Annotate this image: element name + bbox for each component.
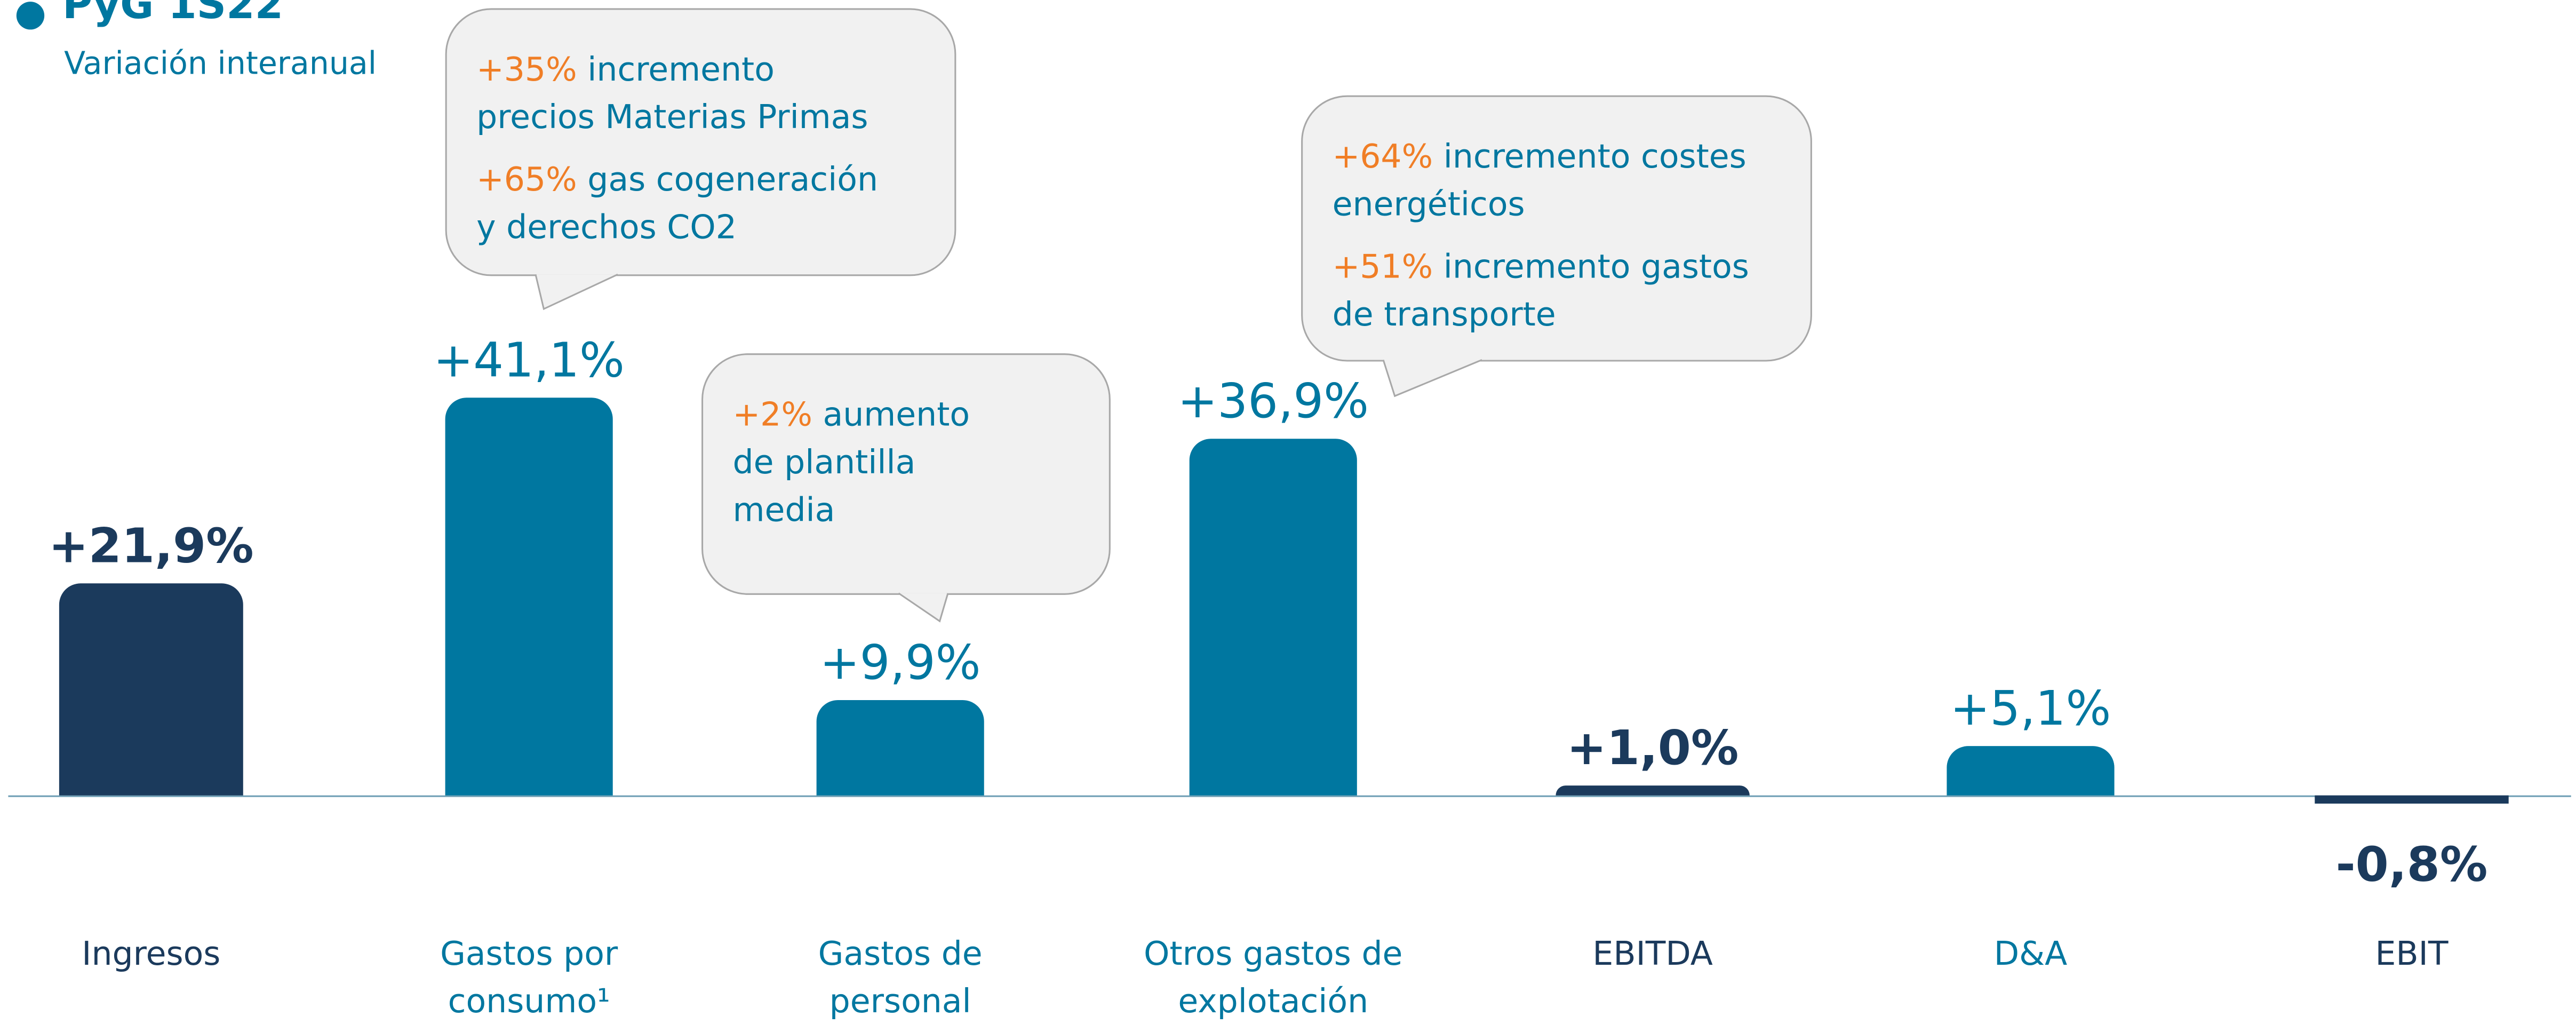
callout-item: +35% incremento precios Materias Primas bbox=[476, 46, 887, 141]
value-label: +21,9% bbox=[48, 518, 254, 574]
baseline bbox=[8, 795, 2571, 797]
callout-text: incremento precios Materias Primas bbox=[476, 49, 868, 137]
callout-highlight: +51% bbox=[1332, 246, 1433, 286]
value-label: +1,0% bbox=[1566, 720, 1739, 776]
bar bbox=[1947, 746, 2115, 796]
value-label: -0,8% bbox=[2335, 836, 2488, 892]
callout-text: gas cogeneración y derechos CO2 bbox=[476, 159, 879, 247]
category-label: Otros gastos de explotación bbox=[1144, 933, 1403, 1021]
callout: +2% aumento de plantilla media bbox=[701, 353, 1111, 595]
callout: +64% incremento costes energéticos +51% i… bbox=[1301, 95, 1812, 362]
callout-highlight: +2% bbox=[732, 394, 812, 434]
callout-item: +51% incremento gastos de transporte bbox=[1333, 243, 1760, 339]
category-label: Ingresos bbox=[82, 933, 221, 973]
value-label: +9,9% bbox=[819, 633, 981, 690]
category-label: Gastos por consumo¹ bbox=[440, 933, 618, 1021]
callout-item: +64% incremento costes energéticos bbox=[1333, 133, 1760, 228]
callout-text: incremento gastos de transporte bbox=[1332, 246, 1749, 334]
callout-tail bbox=[898, 588, 949, 623]
chart-subtitle: Variación interanual bbox=[64, 46, 377, 82]
chart-title: PyG 1S22 bbox=[62, 0, 284, 28]
bar bbox=[1189, 438, 1357, 796]
bar bbox=[445, 398, 613, 796]
callout-highlight: +35% bbox=[476, 49, 577, 89]
value-label: +5,1% bbox=[1950, 680, 2111, 736]
callout-highlight: +64% bbox=[1332, 136, 1433, 176]
category-label: EBIT bbox=[2375, 933, 2449, 973]
value-label: +41,1% bbox=[433, 332, 625, 388]
bar bbox=[59, 583, 243, 796]
callout-item: +65% gas cogeneración y derechos CO2 bbox=[476, 156, 887, 252]
callout-text: aumento de plantilla media bbox=[732, 394, 970, 529]
callout-tail bbox=[1382, 355, 1482, 398]
tail-shape bbox=[535, 273, 618, 311]
callout-item: +2% aumento de plantilla media bbox=[733, 391, 1012, 534]
tail-shape bbox=[898, 592, 949, 623]
value-label: +36,9% bbox=[1177, 372, 1369, 428]
bar bbox=[816, 700, 984, 796]
category-label: D&A bbox=[1993, 933, 2068, 973]
callout: +35% incremento precios Materias Primas +… bbox=[445, 8, 956, 276]
category-label: EBITDA bbox=[1592, 933, 1713, 973]
callout-text: incremento costes energéticos bbox=[1332, 136, 1746, 224]
callout-tail bbox=[535, 269, 618, 311]
bar bbox=[2315, 795, 2509, 804]
category-label: Gastos de personal bbox=[818, 933, 983, 1021]
title-dot bbox=[16, 2, 45, 30]
bar bbox=[1556, 785, 1750, 796]
callout-highlight: +65% bbox=[476, 159, 577, 199]
tail-shape bbox=[1382, 359, 1482, 398]
